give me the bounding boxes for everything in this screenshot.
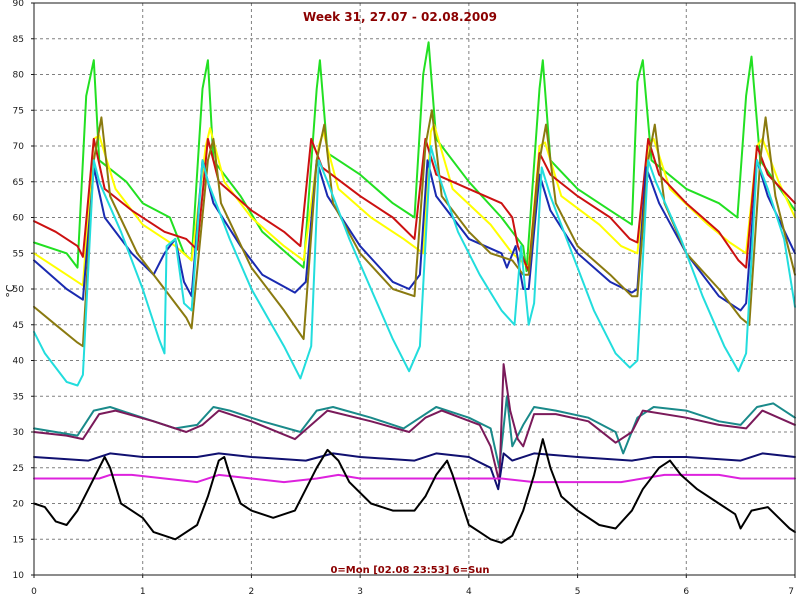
series-line-9 <box>33 452 796 491</box>
x-tick-label: 2 <box>249 587 255 597</box>
series-line-10 <box>33 473 796 484</box>
y-tick-label: 40 <box>13 357 25 367</box>
grid <box>34 3 795 575</box>
plot-frame <box>33 2 796 576</box>
y-axis-label: °C <box>4 284 17 298</box>
y-tick-label: 20 <box>13 500 25 510</box>
y-tick-label: 70 <box>13 142 25 152</box>
x-tick-label: 4 <box>466 587 472 597</box>
y-tick-label: 65 <box>13 178 24 188</box>
y-tick-label: 85 <box>13 35 24 45</box>
y-tick-label: 75 <box>13 106 24 116</box>
y-tick-label: 90 <box>13 0 25 9</box>
series-line-1 <box>33 41 796 273</box>
x-tick-label: 0 <box>31 587 37 597</box>
y-tick-label: 45 <box>13 321 24 331</box>
series-line-8 <box>33 363 796 484</box>
series-line-4 <box>33 159 796 312</box>
y-tick-label: 30 <box>13 428 25 438</box>
y-tick-label: 25 <box>13 464 24 474</box>
chart-title: Week 31, 27.07 - 02.08.2009 <box>303 10 497 24</box>
x-tick-label: 5 <box>575 587 581 597</box>
x-tick-label: 6 <box>683 587 689 597</box>
y-tick-label: 15 <box>13 535 24 545</box>
y-tick-label: 80 <box>13 71 25 81</box>
x-tick-label: 1 <box>140 587 146 597</box>
series-line-6 <box>33 145 796 387</box>
y-tick-label: 10 <box>13 571 25 581</box>
x-tick-label: 3 <box>357 587 363 597</box>
y-tick-label: 55 <box>13 249 24 259</box>
x-axis-label: 0=Mon [02.08 23:53] 6=Sun <box>330 565 489 576</box>
y-tick-label: 50 <box>13 285 25 295</box>
series-lines <box>33 41 796 544</box>
series-line-11 <box>33 438 796 544</box>
y-tick-label: 60 <box>13 214 25 224</box>
x-tick-label: 7 <box>788 587 794 597</box>
y-tick-label: 35 <box>13 392 24 402</box>
